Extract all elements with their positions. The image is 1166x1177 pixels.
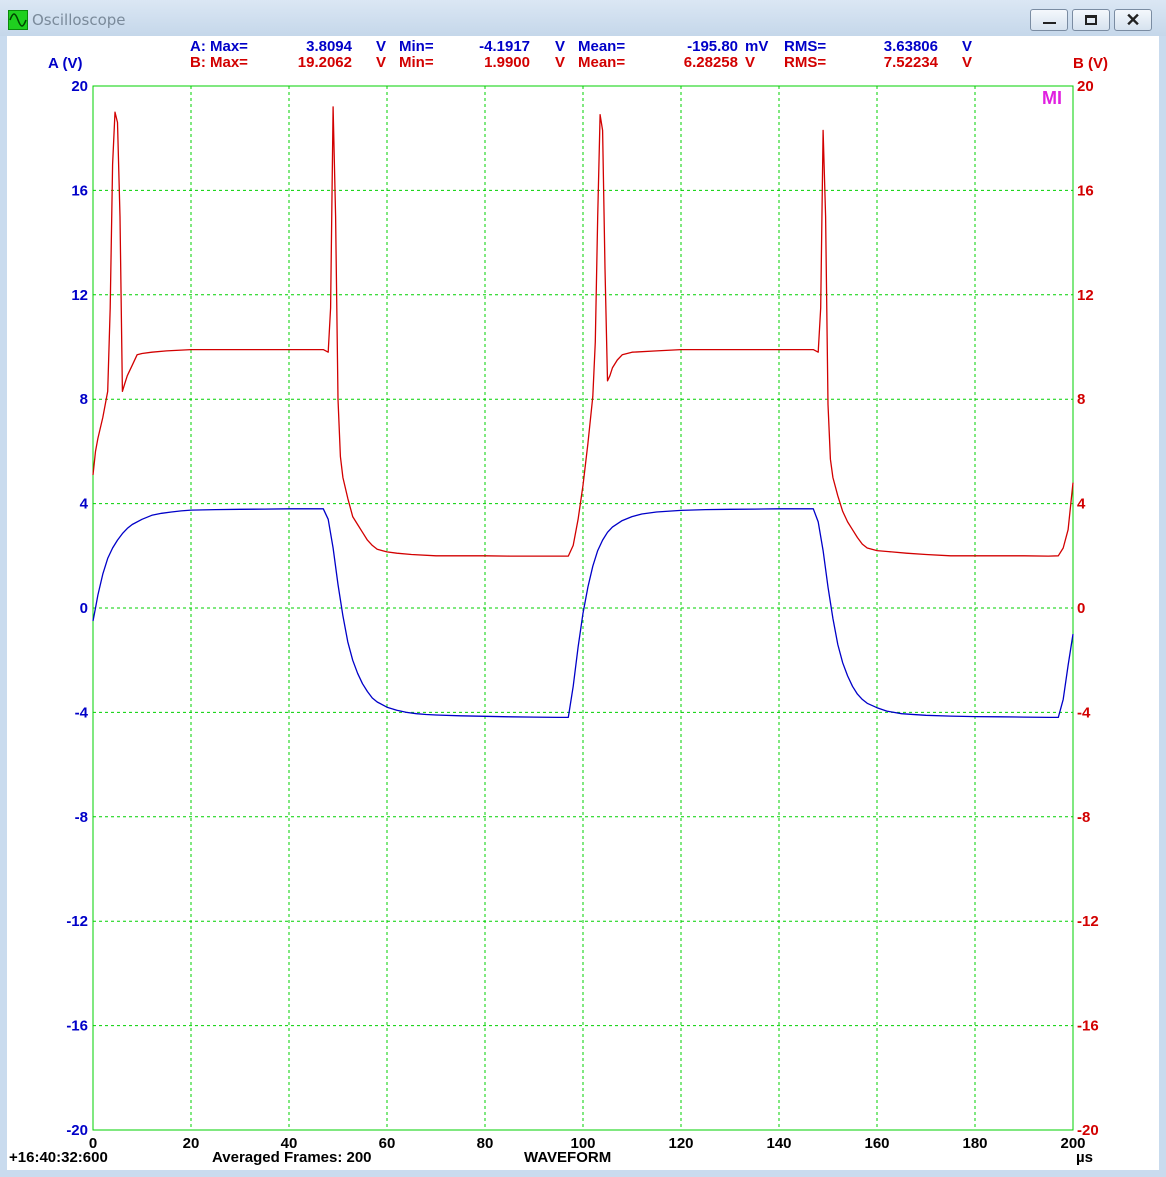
marker-label: MI — [1042, 88, 1062, 108]
series-layer — [92, 106, 1074, 719]
x-tick-label: 180 — [962, 1135, 987, 1152]
stat-value-b: 19.2062 — [298, 54, 352, 71]
stat-label-a: A: Max= — [190, 38, 248, 55]
y-tick-label-left: 4 — [80, 496, 89, 513]
y-tick-label-left: 12 — [71, 287, 88, 304]
grid — [92, 85, 1074, 1131]
stat-unit-b: V — [962, 54, 972, 71]
stat-label-b: B: Max= — [190, 54, 248, 71]
stat-value-a: -195.80 — [687, 38, 738, 55]
stat-unit-a: mV — [745, 38, 768, 55]
x-axis-unit: µs — [1076, 1149, 1093, 1166]
stat-label-b: RMS= — [784, 54, 826, 71]
stat-unit-b: V — [745, 54, 755, 71]
stat-unit-a: V — [555, 38, 565, 55]
x-tick-label: 100 — [570, 1135, 595, 1152]
stat-unit-b: V — [555, 54, 565, 71]
y-tick-label-right: 12 — [1077, 287, 1094, 304]
y-tick-label-left: -20 — [66, 1122, 88, 1139]
stat-unit-a: V — [376, 38, 386, 55]
maximize-icon — [1085, 15, 1097, 25]
minimize-icon — [1043, 22, 1056, 24]
x-tick-label: 160 — [864, 1135, 889, 1152]
y-tick-label-right: 0 — [1077, 600, 1085, 617]
y-tick-label-left: -12 — [66, 913, 88, 930]
close-button[interactable]: ✕ — [1114, 9, 1152, 31]
y-tick-label-right: 16 — [1077, 182, 1094, 199]
y-tick-label-left: -16 — [66, 1018, 88, 1035]
y-tick-label-left: -8 — [75, 809, 88, 826]
labels: A: Max= 3.8094 V Min= -4.1917 V Mean= -195.80 mV… — [9, 38, 972, 1166]
minimize-button[interactable] — [1030, 9, 1068, 31]
y-tick-label-left: 8 — [80, 391, 88, 408]
close-icon: ✕ — [1125, 10, 1141, 30]
x-tick-label: 120 — [668, 1135, 693, 1152]
y-tick-label-left: -4 — [75, 704, 89, 721]
averaged-frames: Averaged Frames: 200 — [212, 1149, 372, 1166]
stat-value-a: 3.8094 — [306, 38, 353, 55]
series-line-b — [92, 106, 1074, 557]
y-tick-label-right: -12 — [1077, 913, 1099, 930]
axes: -20 -20 -16 -16 -12 -12 -8 -8 -4 -4 0 0 4 4 8 8 12 12 16 16… — [48, 55, 1108, 1166]
stat-value-b: 7.52234 — [884, 54, 939, 71]
y-tick-label-right: 20 — [1077, 78, 1094, 95]
series-line-a — [92, 508, 1074, 719]
stat-label-a: Min= — [399, 38, 434, 55]
title-bar[interactable]: Oscilloscope ✕ — [0, 0, 1166, 36]
y-tick-label-left: 20 — [71, 78, 88, 95]
x-tick-label: 80 — [477, 1135, 494, 1152]
x-tick-label: 0 — [89, 1135, 97, 1152]
stat-unit-a: V — [962, 38, 972, 55]
y-tick-label-right: 4 — [1077, 496, 1086, 513]
y-axis-title-left: A (V) — [48, 55, 82, 72]
plot-frame — [92, 85, 1074, 1131]
stat-label-a: Mean= — [578, 38, 625, 55]
display-mode: WAVEFORM — [524, 1149, 611, 1166]
x-tick-label: 140 — [766, 1135, 791, 1152]
stat-value-a: -4.1917 — [479, 38, 530, 55]
x-tick-label: 200 — [1060, 1135, 1085, 1152]
maximize-button[interactable] — [1072, 9, 1110, 31]
stat-label-b: Min= — [399, 54, 434, 71]
x-tick-label: 40 — [281, 1135, 298, 1152]
y-tick-label-right: -20 — [1077, 1122, 1099, 1139]
stat-value-b: 1.9900 — [484, 54, 530, 71]
y-tick-label-right: -8 — [1077, 809, 1090, 826]
y-tick-label-right: -16 — [1077, 1018, 1099, 1035]
sine-wave-glyph — [9, 13, 27, 27]
timestamp: +16:40:32:600 — [9, 1149, 108, 1166]
x-tick-label: 60 — [379, 1135, 396, 1152]
stat-label-b: Mean= — [578, 54, 625, 71]
stat-value-a: 3.63806 — [884, 38, 938, 55]
stat-value-b: 6.28258 — [684, 54, 738, 71]
sine-wave-icon — [8, 10, 28, 30]
y-tick-label-right: 8 — [1077, 391, 1085, 408]
stat-unit-b: V — [376, 54, 386, 71]
y-tick-label-left: 16 — [71, 182, 88, 199]
y-tick-label-right: -4 — [1077, 704, 1091, 721]
stat-label-a: RMS= — [784, 38, 826, 55]
x-tick-label: 20 — [183, 1135, 200, 1152]
y-tick-label-left: 0 — [80, 600, 88, 617]
y-axis-title-right: B (V) — [1073, 55, 1108, 72]
window-title: Oscilloscope — [32, 11, 126, 29]
